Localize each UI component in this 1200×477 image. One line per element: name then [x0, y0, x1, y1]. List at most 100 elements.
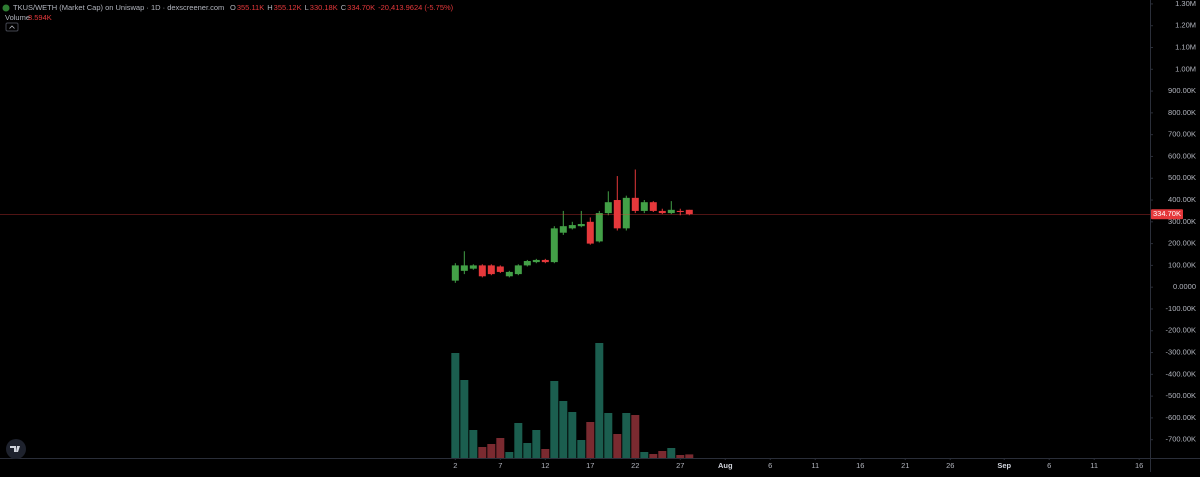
volume-bar	[613, 434, 622, 458]
volume-bar	[676, 455, 685, 458]
candle-body	[676, 210, 684, 213]
x-tick-label: 12	[541, 461, 549, 470]
y-tick-label: 100.00K	[1168, 260, 1196, 269]
volume-bar	[586, 422, 595, 458]
candle-body	[514, 265, 522, 275]
candle-body	[604, 202, 612, 214]
candle-body	[532, 259, 540, 263]
y-tick-label: -200.00K	[1166, 326, 1196, 335]
volume-bar	[523, 443, 532, 458]
candle-body	[622, 197, 630, 229]
volume-bar	[649, 454, 658, 458]
x-tick-label: 7	[498, 461, 502, 470]
y-tick-label: 1.10M	[1175, 42, 1196, 51]
y-tick-label: 200.00K	[1168, 239, 1196, 248]
candle-body	[595, 213, 603, 242]
candle-body	[559, 226, 567, 233]
volume-bar	[559, 401, 568, 458]
x-tick-label: 2	[453, 461, 457, 470]
candle-body	[451, 265, 459, 281]
volume-bar	[631, 415, 640, 458]
last-price-label: 334.70K	[1153, 209, 1181, 218]
y-tick-label: -400.00K	[1166, 369, 1196, 378]
ohlc-key: L	[305, 3, 309, 12]
x-tick-label: Aug	[718, 461, 733, 470]
candle-body	[577, 223, 585, 227]
y-tick-label: 300.00K	[1168, 217, 1196, 226]
ohlc-key: C	[341, 3, 347, 12]
volume-bar	[568, 412, 577, 458]
candle-body	[505, 271, 513, 277]
y-tick-label: 900.00K	[1168, 86, 1196, 95]
candle-body	[469, 265, 477, 269]
x-tick-label: 16	[1135, 461, 1143, 470]
y-tick-label: -600.00K	[1166, 413, 1196, 422]
volume-bar	[604, 413, 613, 458]
volume-bar	[541, 449, 550, 458]
candle-body	[586, 221, 594, 244]
x-tick-label: 21	[901, 461, 909, 470]
y-tick-label: 1.30M	[1175, 0, 1196, 8]
y-tick-label: -700.00K	[1166, 435, 1196, 444]
x-tick-label: 6	[1047, 461, 1051, 470]
candles	[0, 169, 1150, 283]
candle-body	[685, 209, 693, 215]
volume-bar	[595, 343, 604, 458]
y-tick-label: 1.00M	[1175, 64, 1196, 73]
volume-bar	[505, 452, 514, 458]
volume-bar	[514, 423, 523, 458]
ohlc-key: O	[230, 3, 236, 12]
candle-body	[667, 209, 675, 214]
x-tick-label: 11	[811, 461, 819, 470]
volume-bar	[496, 438, 505, 458]
x-tick-label: 17	[586, 461, 594, 470]
volume-pane	[451, 343, 694, 458]
ohlc-value: 334.70K	[347, 3, 375, 12]
candle-body	[568, 225, 576, 229]
candle-body	[478, 265, 486, 277]
chart-title: TKUS/WETH (Market Cap) on Uniswap · 1D ·…	[13, 3, 224, 12]
y-tick-label: -100.00K	[1166, 304, 1196, 313]
candle-body	[550, 228, 558, 263]
volume-bar	[685, 454, 694, 458]
y-tick-label: 500.00K	[1168, 173, 1196, 182]
candle-body	[460, 265, 468, 271]
volume-bar	[658, 451, 667, 458]
candle-body	[496, 266, 504, 272]
volume-bar	[622, 413, 631, 458]
ohlc-value: -20,413.9624 (-5.75%)	[378, 3, 454, 12]
x-tick-label: 27	[676, 461, 684, 470]
candle-body	[523, 261, 531, 266]
ohlc-value: 355.11K	[237, 3, 264, 12]
volume-bar	[532, 430, 541, 458]
candle-body	[658, 210, 666, 214]
ohlc-legend: O 355.11K H 355.12K L 330.18K C 334.70K -20,413.…	[230, 3, 454, 12]
volume-title: Volume	[5, 13, 30, 22]
collapse-icon	[9, 25, 15, 29]
y-tick-label: 600.00K	[1168, 151, 1196, 160]
ohlc-value: 330.18K	[310, 3, 338, 12]
ohlc-key: H	[267, 3, 272, 12]
volume-value: 3.594K	[28, 13, 52, 22]
x-tick-label: 26	[946, 461, 954, 470]
x-tick-label: 6	[768, 461, 772, 470]
y-tick-label: 0.0000	[1173, 282, 1196, 291]
x-tick-label: 11	[1090, 461, 1098, 470]
y-tick-label: 1.20M	[1175, 21, 1196, 30]
volume-bar	[487, 444, 496, 458]
volume-bar	[460, 380, 469, 458]
volume-bar	[550, 381, 559, 458]
last-price-box	[1151, 209, 1183, 220]
candle-body	[640, 202, 648, 211]
candle-body	[631, 197, 639, 211]
x-tick-label: 16	[856, 461, 864, 470]
collapse-button[interactable]	[5, 22, 19, 32]
y-tick-label: 400.00K	[1168, 195, 1196, 204]
x-tick-label: 22	[631, 461, 639, 470]
y-tick-label: 700.00K	[1168, 130, 1196, 139]
volume-bar	[577, 440, 586, 458]
candle-body	[649, 202, 657, 211]
logo-mark	[10, 446, 20, 452]
symbol-icon	[2, 4, 10, 12]
